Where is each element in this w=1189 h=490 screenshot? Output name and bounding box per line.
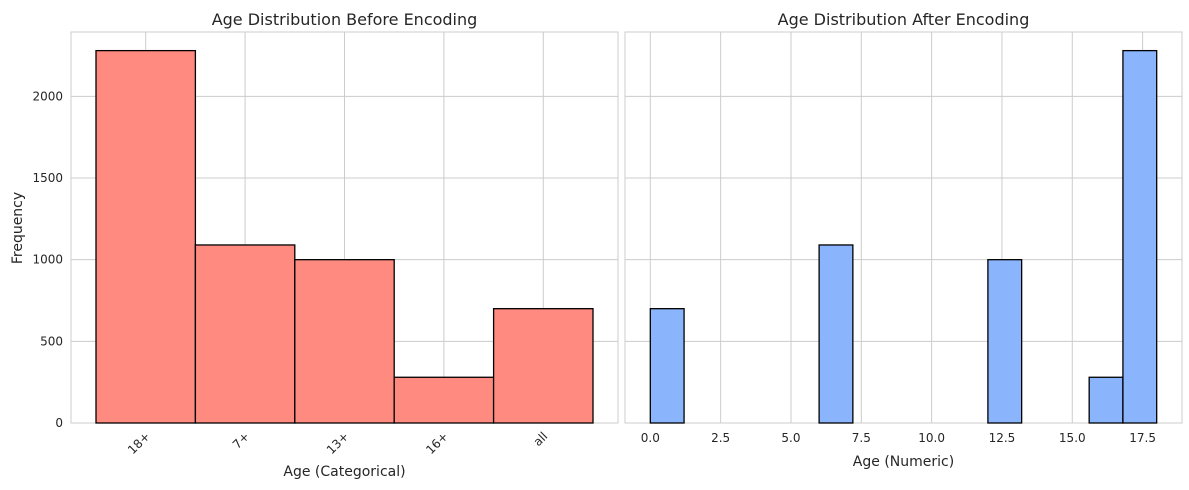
right-grid <box>625 32 1182 424</box>
right-x-tick-label: 5.0 <box>781 431 800 445</box>
left-x-tick-label: 13+ <box>324 429 352 457</box>
right-x-tick-label: 17.5 <box>1129 431 1156 445</box>
left-y-tick-label: 2000 <box>32 89 63 103</box>
left-x-axis-label: Age (Categorical) <box>283 464 405 480</box>
left-bar-13+ <box>294 259 395 424</box>
right-x-ticks: 0.0 2.5 5.0 7.5 10.0 12.5 15.0 17.5 <box>641 431 1156 445</box>
left-bar-all <box>492 308 594 424</box>
right-bars <box>649 49 1158 424</box>
left-x-ticks: 18+ 7+ 13+ 16+ all <box>125 429 550 457</box>
right-x-tick-label: 0.0 <box>641 431 660 445</box>
right-bar-4 <box>1122 49 1158 424</box>
left-bar-16+ <box>393 376 495 424</box>
left-bars <box>95 49 594 424</box>
left-x-tick-label: 7+ <box>230 429 252 451</box>
right-x-tick-label: 10.0 <box>918 431 945 445</box>
left-x-tick-label: 18+ <box>125 429 153 457</box>
right-chart-panel: 0.0 2.5 5.0 7.5 10.0 12.5 15.0 17.5 Age Distrib… <box>624 10 1183 470</box>
left-x-tick-label: 16+ <box>423 429 451 457</box>
left-y-tick-label: 0 <box>55 416 63 430</box>
right-plot-frame <box>624 31 1183 424</box>
right-x-tick-label: 2.5 <box>711 431 730 445</box>
left-y-axis-label: Frequency <box>10 192 26 264</box>
left-y-tick-label: 1000 <box>32 253 63 267</box>
left-y-tick-label: 500 <box>40 334 63 348</box>
left-y-tick-label: 1500 <box>32 171 63 185</box>
right-bar-3 <box>1088 376 1124 424</box>
right-x-tick-label: 7.5 <box>852 431 871 445</box>
left-bar-7+ <box>194 244 296 424</box>
left-x-tick-label: all <box>531 429 551 449</box>
right-x-tick-label: 15.0 <box>1059 431 1086 445</box>
left-chart-title: Age Distribution Before Encoding <box>212 10 478 29</box>
left-chart-panel: 0 500 1000 1500 2000 18+ 7+ 13+ 16+ all Age Dist… <box>10 10 619 480</box>
right-x-axis-label: Age (Numeric) <box>853 454 954 470</box>
right-chart-title: Age Distribution After Encoding <box>778 10 1030 29</box>
right-bar-1 <box>818 244 854 424</box>
right-x-tick-label: 12.5 <box>989 431 1016 445</box>
left-y-ticks: 0 500 1000 1500 2000 <box>32 89 63 430</box>
right-bar-2 <box>987 259 1023 424</box>
left-bar-18+ <box>95 49 197 424</box>
right-bar-0 <box>649 308 685 424</box>
